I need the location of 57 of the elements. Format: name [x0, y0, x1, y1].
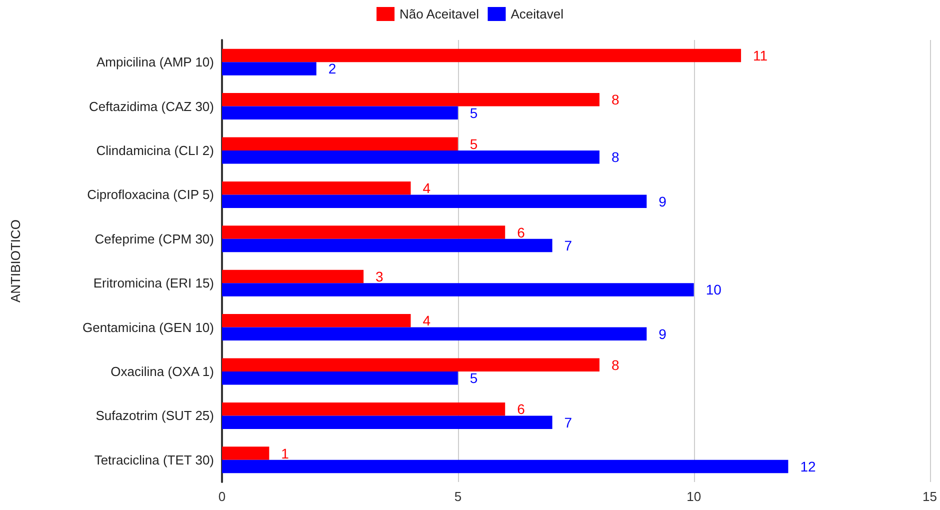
bar	[222, 150, 600, 164]
y-tick-label: Clindamicina (CLI 2)	[96, 143, 214, 158]
x-tick-label: 5	[454, 489, 462, 504]
data-label: 7	[564, 238, 572, 254]
data-label: 4	[422, 180, 431, 196]
bar	[222, 181, 411, 195]
data-label: 8	[611, 92, 620, 108]
y-tick-label: Ampicilina (AMP 10)	[96, 54, 214, 70]
data-label: 3	[376, 268, 384, 284]
x-tick-label: 0	[218, 489, 226, 504]
bar	[222, 460, 788, 474]
bar	[222, 283, 694, 296]
bar	[222, 106, 458, 120]
data-label: 6	[517, 224, 526, 240]
y-tick-label: Ciprofloxacina (CIP 5)	[87, 187, 214, 202]
y-tick-label: Oxacilina (OXA 1)	[110, 364, 214, 379]
bar	[222, 238, 552, 252]
y-tick-label: Sufazotrim (SUT 25)	[96, 408, 214, 424]
legend-label: Aceitavel	[510, 6, 564, 22]
data-label: 9	[658, 326, 667, 342]
data-label: 11	[753, 47, 768, 64]
data-label: 8	[611, 356, 620, 373]
y-tick-label: Tetraciclina (TET 30)	[94, 452, 214, 468]
bar	[222, 446, 270, 460]
data-label: 6	[517, 401, 526, 418]
data-label: 5	[470, 136, 478, 152]
bar	[222, 270, 364, 284]
data-label: 12	[800, 458, 816, 475]
bar	[222, 137, 458, 150]
bar	[222, 314, 411, 328]
data-label: 4	[422, 312, 431, 329]
y-tick-label: Ceftazidima (CAZ 30)	[89, 98, 214, 114]
bar	[222, 372, 458, 385]
x-tick-label: 10	[686, 489, 702, 504]
bar	[222, 358, 600, 372]
data-label: 10	[706, 282, 722, 298]
data-label: 7	[564, 414, 572, 430]
bar	[222, 226, 506, 239]
data-label: 8	[611, 149, 620, 166]
y-tick-label: Eritromicina (ERI 15)	[93, 276, 214, 291]
x-tick-label: 15	[922, 489, 938, 504]
bar	[222, 416, 552, 429]
bar	[222, 402, 506, 416]
data-label: 9	[658, 193, 667, 210]
legend-label: Não Aceitavel	[400, 6, 480, 22]
data-label: 1	[281, 445, 290, 462]
bar	[222, 93, 600, 106]
bar	[222, 48, 742, 62]
data-label: 5	[470, 104, 478, 121]
data-label: 2	[328, 60, 336, 77]
y-axis-title: ANTIBIOTICO	[8, 219, 23, 303]
bar	[222, 194, 647, 208]
bar	[222, 62, 316, 76]
data-label: 5	[470, 370, 478, 386]
y-tick-label: Gentamicina (GEN 10)	[82, 320, 214, 335]
y-tick-label: Cefeprime (CPM 30)	[94, 231, 214, 246]
bar	[222, 327, 647, 341]
